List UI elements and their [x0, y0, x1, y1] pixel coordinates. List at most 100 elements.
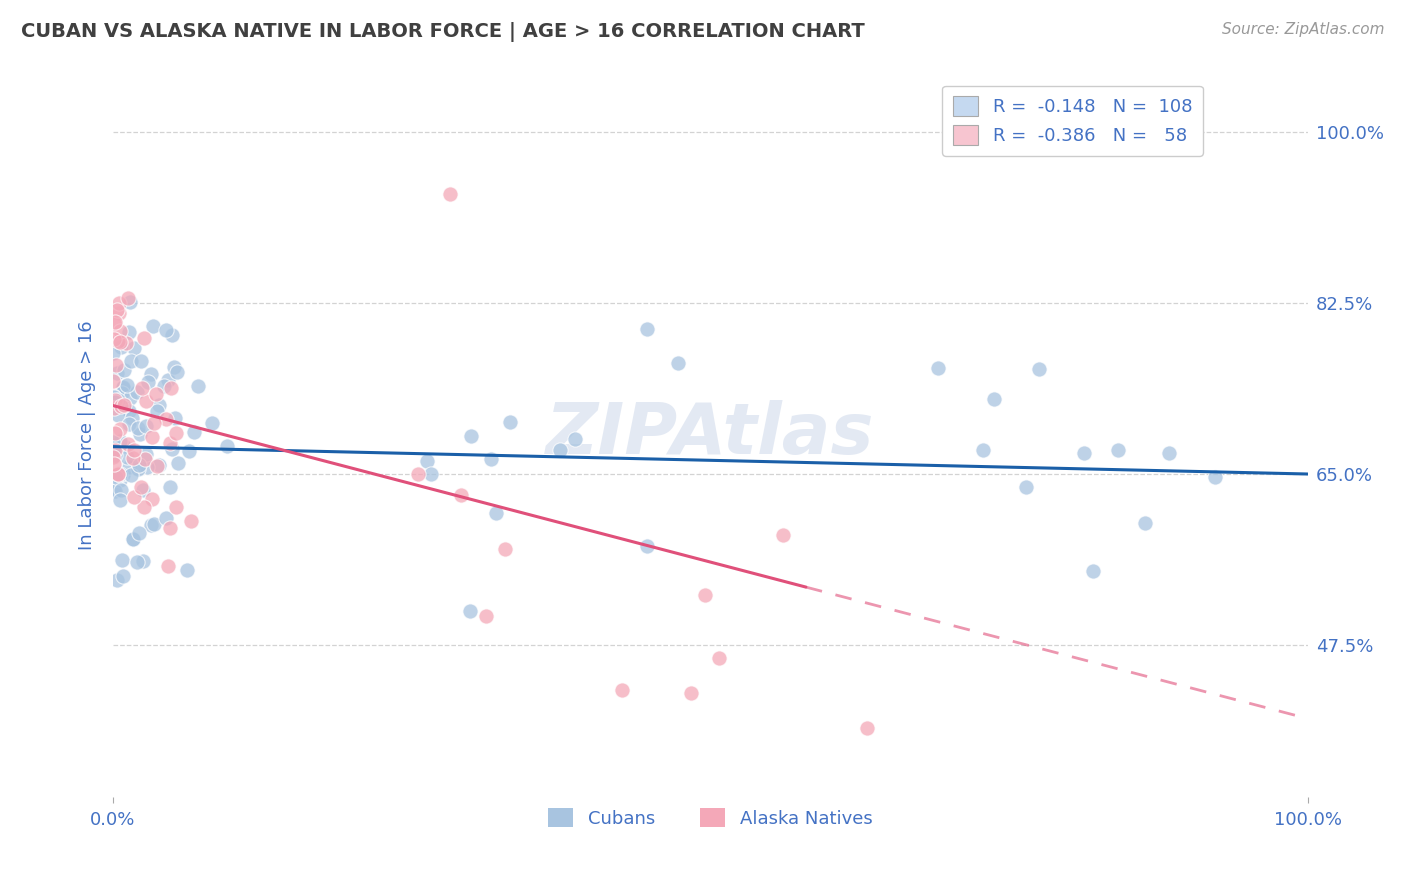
Legend: Cubans, Alaska Natives: Cubans, Alaska Natives: [541, 801, 880, 835]
Point: [103, 450, 125, 464]
Point: [927, 360, 949, 375]
Point: [111, 553, 134, 567]
Point: [155, 510, 177, 524]
Point: [485, 506, 508, 520]
Point: [972, 443, 994, 458]
Point: [120, 467, 142, 482]
Point: [135, 459, 157, 474]
Point: [127, 421, 149, 435]
Point: [128, 458, 150, 472]
Y-axis label: In Labor Force | Age > 16: In Labor Force | Age > 16: [79, 320, 96, 549]
Point: [160, 328, 183, 343]
Point: [129, 353, 152, 368]
Point: [167, 456, 190, 470]
Point: [103, 482, 125, 496]
Point: [134, 500, 156, 514]
Point: [176, 563, 198, 577]
Point: [772, 528, 794, 542]
Point: [135, 393, 157, 408]
Point: [110, 493, 132, 508]
Point: [110, 340, 132, 354]
Point: [131, 483, 153, 497]
Point: [103, 457, 125, 471]
Point: [112, 569, 135, 583]
Point: [107, 409, 129, 423]
Point: [108, 467, 131, 482]
Point: [115, 335, 138, 350]
Point: [103, 332, 125, 346]
Point: [112, 467, 135, 482]
Point: [103, 401, 125, 415]
Point: [156, 373, 179, 387]
Point: [141, 430, 163, 444]
Point: [134, 452, 156, 467]
Point: [112, 398, 135, 412]
Point: [201, 416, 224, 430]
Point: [135, 418, 157, 433]
Point: [1135, 516, 1157, 530]
Point: [148, 398, 170, 412]
Point: [856, 721, 879, 735]
Point: [120, 353, 142, 368]
Point: [107, 467, 129, 481]
Point: [127, 384, 149, 399]
Point: [148, 458, 170, 472]
Point: [103, 391, 125, 405]
Point: [104, 440, 127, 454]
Point: [103, 395, 125, 409]
Point: [1204, 470, 1226, 484]
Point: [112, 439, 135, 453]
Point: [1107, 442, 1129, 457]
Point: [118, 417, 141, 431]
Point: [117, 291, 139, 305]
Point: [155, 412, 177, 426]
Point: [101, 374, 124, 388]
Point: [564, 433, 586, 447]
Point: [458, 604, 481, 618]
Point: [114, 401, 136, 415]
Point: [142, 416, 165, 430]
Point: [139, 367, 162, 381]
Point: [129, 427, 152, 442]
Point: [108, 305, 131, 319]
Point: [166, 365, 188, 379]
Point: [121, 532, 143, 546]
Point: [1157, 446, 1180, 460]
Point: [104, 470, 127, 484]
Point: [122, 450, 145, 465]
Point: [475, 608, 498, 623]
Point: [127, 462, 149, 476]
Point: [408, 467, 430, 482]
Point: [107, 296, 129, 310]
Point: [103, 316, 125, 330]
Point: [165, 500, 187, 514]
Point: [159, 521, 181, 535]
Point: [107, 334, 129, 348]
Point: [120, 391, 142, 405]
Point: [108, 466, 131, 480]
Point: [163, 360, 186, 375]
Point: [709, 651, 731, 665]
Point: [187, 379, 209, 393]
Point: [679, 686, 702, 700]
Point: [107, 467, 129, 481]
Point: [612, 683, 634, 698]
Point: [132, 554, 155, 568]
Point: [111, 385, 134, 400]
Point: [122, 490, 145, 504]
Point: [104, 484, 127, 499]
Point: [105, 366, 128, 380]
Point: [131, 480, 153, 494]
Point: [110, 399, 132, 413]
Point: [416, 454, 439, 468]
Text: ZIPAtlas: ZIPAtlas: [546, 401, 875, 469]
Point: [104, 448, 127, 462]
Point: [1015, 480, 1038, 494]
Point: [115, 450, 138, 464]
Point: [104, 315, 127, 329]
Point: [131, 380, 153, 394]
Point: [104, 425, 127, 440]
Point: [105, 358, 128, 372]
Point: [160, 381, 183, 395]
Point: [122, 342, 145, 356]
